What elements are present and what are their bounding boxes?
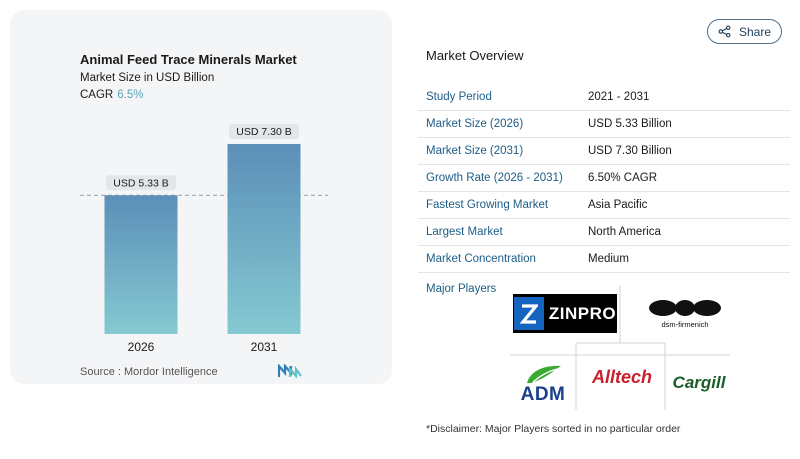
chart-cagr: CAGR 6.5%	[80, 89, 143, 101]
overview-row: Market Concentration Medium	[418, 246, 790, 273]
overview-row: Study Period 2021 - 2031	[418, 84, 790, 111]
share-icon	[718, 25, 731, 38]
adm-logo: ADM	[512, 360, 574, 408]
bar-chart: USD 5.33 B 2026 USD 7.30 B 2031	[80, 124, 328, 354]
dsm-firmenich-mark	[649, 300, 721, 316]
data-label: USD 5.33 B	[113, 177, 168, 189]
x-tick-label: 2026	[128, 340, 155, 354]
share-label: Share	[738, 24, 772, 39]
adm-wordmark: ADM	[520, 384, 566, 405]
data-label-bg	[229, 124, 299, 139]
overview-label: Growth Rate (2026 - 2031)	[426, 172, 563, 184]
overview-row: Market Size (2026) USD 5.33 Billion	[418, 111, 790, 138]
share-button[interactable]: Share	[707, 19, 782, 44]
x-tick-label: 2031	[251, 340, 278, 354]
chart-source: Source : Mordor Intelligence	[80, 366, 218, 378]
overview-table: Study Period 2021 - 2031 Market Size (202…	[418, 84, 790, 273]
data-label: USD 7.30 B	[236, 126, 291, 138]
zinpro-logo: ZINPRO	[513, 294, 617, 333]
cagr-value: 6.5%	[117, 89, 144, 101]
alltech-logo: Alltech	[580, 362, 664, 392]
data-label-bg	[106, 175, 176, 191]
chart-subtitle: Market Size in USD Billion	[80, 72, 215, 84]
overview-label: Fastest Growing Market	[426, 199, 549, 211]
overview-label: Largest Market	[426, 226, 503, 238]
major-players-label: Major Players	[426, 283, 497, 295]
overview-label: Study Period	[426, 91, 492, 103]
overview-label: Market Size (2031)	[426, 145, 524, 157]
overview-value: North America	[588, 226, 661, 238]
cargill-logo: Cargill	[668, 368, 730, 398]
cargill-wordmark: Cargill	[672, 373, 726, 392]
chart-title: Animal Feed Trace Minerals Market	[80, 52, 297, 67]
overview-label: Market Size (2026)	[426, 118, 524, 130]
player-logo-grid-lines	[510, 285, 730, 410]
adm-leaf-mark	[527, 365, 561, 383]
cagr-label: CAGR	[80, 89, 114, 101]
dsm-firmenich-wordmark: dsm-firmenich	[661, 320, 709, 329]
overview-value: USD 5.33 Billion	[588, 118, 672, 130]
overview-value: 6.50% CAGR	[588, 172, 658, 184]
zinpro-z-mark	[513, 297, 544, 330]
overview-label: Market Concentration	[426, 253, 536, 265]
overview-row: Market Size (2031) USD 7.30 Billion	[418, 138, 790, 165]
chart-card	[10, 10, 392, 384]
overview-value: Medium	[588, 253, 629, 265]
zinpro-wordmark: ZINPRO	[548, 303, 617, 323]
overview-value: 2021 - 2031	[588, 91, 650, 103]
overview-value: USD 7.30 Billion	[588, 145, 672, 157]
mordor-intelligence-logo	[278, 364, 302, 378]
dsm-firmenich-logo: dsm-firmenich	[640, 298, 730, 330]
bar-2031	[227, 144, 301, 334]
overview-row: Fastest Growing Market Asia Pacific	[418, 192, 790, 219]
overview-value: Asia Pacific	[588, 199, 648, 211]
overview-title: Market Overview	[426, 48, 524, 63]
bar-2026	[104, 195, 178, 334]
overview-row: Growth Rate (2026 - 2031) 6.50% CAGR	[418, 165, 790, 192]
alltech-wordmark: Alltech	[591, 366, 652, 387]
overview-row: Largest Market North America	[418, 219, 790, 246]
players-disclaimer: *Disclaimer: Major Players sorted in no …	[426, 423, 681, 435]
